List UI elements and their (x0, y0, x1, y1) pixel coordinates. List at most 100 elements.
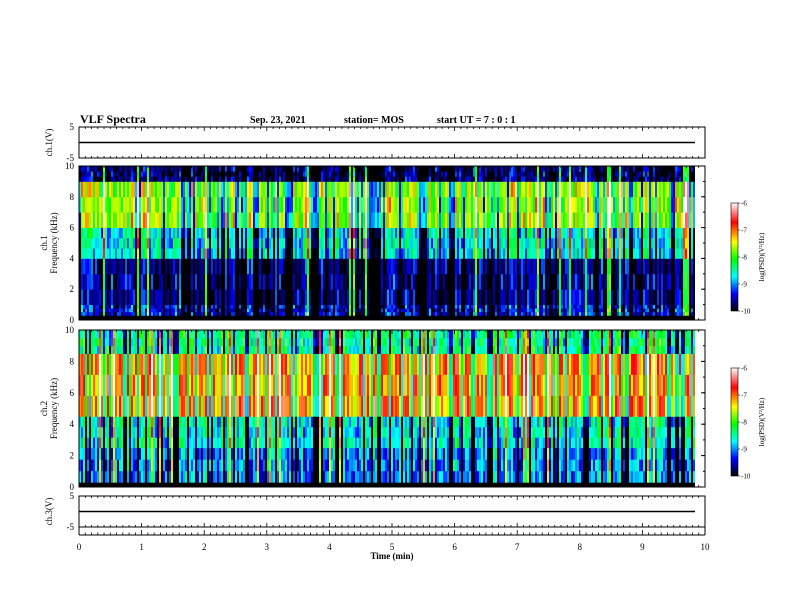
ch1-spectrogram-cell (79, 237, 81, 249)
ch1-spectrogram-cell (585, 176, 587, 182)
ch1-spectrogram-cell (527, 176, 529, 182)
ch1-spectrogram-cell (591, 196, 593, 213)
ch1-spectrogram-cell (553, 308, 555, 313)
ch1-spectrogram-cell (297, 176, 299, 182)
ch1-spectrogram-cell (131, 196, 133, 213)
ch1-spectrogram-cell (119, 308, 121, 313)
ch1-spectrogram-cell (593, 318, 595, 321)
ch1-spectrogram-cell (551, 166, 553, 172)
ch1-spectrogram-cell (341, 315, 343, 318)
ch1-spectrogram-cell (149, 273, 151, 290)
ch1-spectrogram-cell (451, 289, 453, 305)
ch1-spectrogram-cell (481, 316, 483, 319)
ch1-spectrogram-cell (129, 196, 131, 213)
ch1-spectrogram-cell (547, 315, 549, 318)
ch1-spectrogram-cell (139, 227, 141, 239)
ch1-spectrogram-cell (343, 311, 345, 316)
ch1-spectrogram-cell (295, 166, 297, 172)
ch1-spectrogram-cell (575, 304, 577, 309)
ch1-spectrogram-cell (549, 196, 551, 213)
ch1-spectrogram-cell (123, 304, 125, 309)
ch1-spectrogram-cell (289, 166, 291, 172)
ch1-spectrogram-cell (123, 237, 125, 249)
ch1-spectrogram-cell (381, 318, 383, 321)
ch1-spectrogram-cell (395, 308, 397, 313)
ch1-spectrogram-cell (181, 166, 183, 172)
ch1-spectrogram-cell (295, 212, 297, 228)
ch1-spectrogram-cell (171, 237, 173, 249)
ch1-spectrogram-cell (335, 227, 337, 239)
ch1-spectrogram-cell (89, 308, 91, 313)
ch1-spectrogram-cell (141, 212, 143, 228)
ch1-spectrogram-cell (179, 318, 181, 321)
ch1-spectrogram-cell (83, 316, 85, 319)
ch1-spectrogram-cell (181, 176, 183, 182)
ch1-spectrogram-ylabel: Frequency (kHz) (49, 212, 59, 273)
ch1-spectrogram-cell (301, 316, 303, 319)
ch1-spectrogram-cell (327, 181, 329, 198)
ch1-spectrogram-cell (397, 166, 399, 172)
ch1-spectrogram-cell (467, 248, 469, 259)
ch1-spectrogram-cell (421, 289, 423, 305)
ch1-spectrogram-cell (131, 181, 133, 198)
ch1-spectrogram-cell (239, 171, 241, 177)
ch1-spectrogram-cell (535, 227, 537, 239)
ch1-spectrogram-cell (459, 318, 461, 321)
ch1-spectrogram-cell (539, 308, 541, 313)
ch1-spectrogram-cell (543, 176, 545, 182)
ch1-spectrogram-cell (245, 181, 247, 198)
ch1-spectrogram-cell (139, 212, 141, 228)
ch1-spectrogram-cell (291, 196, 293, 213)
ch1-spectrogram-cell (415, 315, 417, 318)
ch1-spectrogram-cell (463, 248, 465, 259)
ch1-spectrogram-cell (81, 248, 83, 259)
ch1-spectrogram-cell (333, 196, 335, 213)
ch1-spectrogram-cell (493, 258, 495, 275)
ch1-spectrogram-cell (459, 171, 461, 177)
ch1-spectrogram-cell (133, 315, 135, 318)
ch1-spectrogram-cell (223, 315, 225, 318)
ch1-spectrogram-cell (189, 311, 191, 316)
ch1-spectrogram-cell (85, 171, 87, 177)
ch1-spectrogram-cell (251, 315, 253, 318)
ch1-spectrogram-cell (329, 212, 331, 228)
ch1-spectrogram-cell (591, 304, 593, 309)
ch1-spectrogram-cell (389, 166, 391, 172)
ch1-spectrogram-cell (395, 304, 397, 309)
ch1-spectrogram-cell (145, 212, 147, 228)
ch1-spectrogram-cell (449, 181, 451, 198)
ch1-spectrogram-cell (273, 196, 275, 213)
ch1-spectrogram-cell (535, 304, 537, 309)
ch1-spectrogram-cell (367, 227, 369, 239)
ch1-spectrogram-cell (109, 237, 111, 249)
ch1-spectrogram-cell (149, 227, 151, 239)
ch1-spectrogram-cell (577, 304, 579, 309)
ch1-spectrogram-cell (233, 318, 235, 321)
ch1-spectrogram-cell (313, 237, 315, 249)
ch1-spectrogram-cell (147, 237, 149, 249)
ch1-spectrogram-cell (359, 318, 361, 321)
ch1-spectrogram-cell (451, 304, 453, 309)
ch1-spectrogram-cell (275, 289, 277, 305)
ch1-spectrogram-cell (465, 171, 467, 177)
ch1-spectrogram-cell (119, 273, 121, 290)
ch1-spectrogram-cell (315, 227, 317, 239)
ch1-spectrogram-cell (441, 227, 443, 239)
ch1-spectrogram-cell (213, 248, 215, 259)
ch1-spectrogram-cell (585, 258, 587, 275)
ch1-spectrogram-cell (83, 212, 85, 228)
ch1-spectrogram-cell (467, 308, 469, 313)
ch1-spectrogram-cell (481, 237, 483, 249)
ch1-spectrogram-cell (499, 181, 501, 198)
ch1-spectrogram-cell (577, 237, 579, 249)
ch1-spectrogram-cell (229, 289, 231, 305)
ch1-spectrogram-cell (345, 171, 347, 177)
ch1-spectrogram-cell (123, 181, 125, 198)
ch1-spectrogram-cell (205, 171, 207, 177)
ch1-spectrogram-cell (519, 176, 521, 182)
ch1-spectrogram-cell (255, 311, 257, 316)
ch1-spectrogram-cell (579, 311, 581, 316)
ch1-spectrogram-cell (311, 171, 313, 177)
ch1-spectrogram-cell (399, 318, 401, 321)
ch1-spectrogram-cell (601, 237, 603, 249)
